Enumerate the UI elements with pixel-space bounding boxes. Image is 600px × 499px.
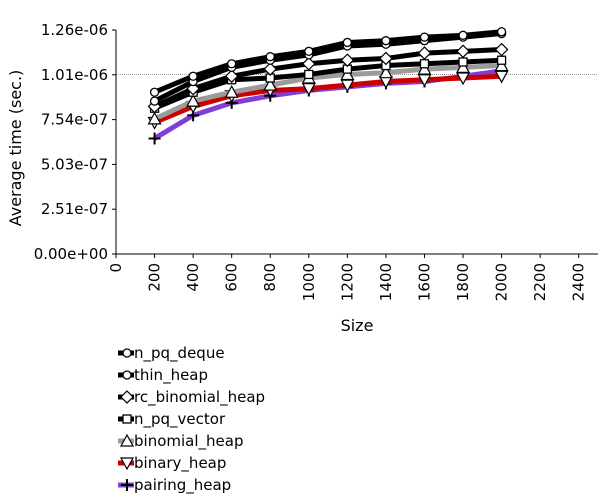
data-point [456, 60, 471, 73]
legend-marker [122, 348, 132, 358]
y-tick-label: 1.01e-06 [41, 66, 108, 84]
x-tick-label: 1400 [377, 263, 395, 301]
data-point [458, 30, 468, 40]
legend-label: pairing_heap [134, 476, 231, 495]
legend-label: thin_heap [134, 366, 208, 385]
series-line [153, 57, 502, 111]
data-point [378, 65, 393, 79]
data-point [304, 69, 314, 80]
data-point [496, 55, 507, 65]
data-point [227, 59, 237, 69]
data-point [301, 83, 316, 96]
y-axis-title: Average time (sec.) [6, 70, 25, 227]
y-axis-ticks: 0.00e+00 2.51e-07 5.03e-07 7.54e-07 1.01e-06… [34, 21, 116, 263]
legend-marker [119, 457, 135, 471]
data-point [263, 62, 278, 76]
series-n-pq-deque [149, 27, 507, 97]
x-tick-label: 1800 [454, 263, 472, 301]
data-point [147, 111, 162, 125]
legend-item: thin_heap [118, 366, 208, 385]
data-point [304, 46, 314, 56]
series-rc-binomial-heap [147, 42, 509, 114]
y-tick-label: 1.26e-06 [41, 21, 108, 39]
data-point [417, 46, 432, 60]
legend-marker [120, 390, 134, 404]
x-tick-label: 400 [184, 263, 202, 292]
data-point [148, 132, 161, 145]
y-tick-label: 7.54e-07 [41, 111, 108, 129]
data-point [419, 32, 430, 42]
legend-label: binary_heap [134, 454, 226, 473]
data-point [494, 58, 509, 72]
x-tick-label: 2200 [531, 263, 549, 301]
series-line [153, 73, 502, 125]
series-line [153, 29, 502, 95]
legend-label: binomial_heap [134, 432, 243, 451]
data-point [149, 87, 160, 97]
data-point [340, 53, 355, 68]
data-point [458, 57, 468, 67]
legend: n_pq_deque thin_heap rc_binomial_heap n_pq_… [118, 344, 265, 495]
data-point [224, 84, 239, 98]
legend-item: binomial_heap [118, 432, 243, 451]
legend-item: binary_heap [118, 454, 226, 473]
plot-frame [116, 30, 600, 254]
data-point [417, 74, 432, 88]
data-point [379, 51, 393, 66]
data-point [188, 71, 198, 81]
legend-label: rc_binomial_heap [134, 388, 265, 407]
data-point [149, 96, 160, 106]
legend-item: pairing_heap [118, 476, 231, 495]
x-tick-label: 1600 [415, 263, 433, 301]
data-point [494, 42, 509, 57]
y-tick-label: 5.03e-07 [41, 155, 108, 173]
data-point [340, 79, 355, 93]
data-point [494, 70, 509, 84]
legend-item: n_pq_vector [118, 410, 226, 429]
series-layer [147, 27, 509, 145]
legend-item: n_pq_deque [118, 344, 225, 363]
legend-label: n_pq_vector [134, 410, 226, 429]
data-point [496, 27, 507, 37]
data-point [342, 37, 353, 48]
legend-marker [122, 414, 132, 424]
x-tick-label: 600 [223, 263, 241, 292]
legend-item: rc_binomial_heap [118, 388, 265, 407]
x-tick-label: 2000 [493, 263, 511, 301]
legend-marker [122, 370, 132, 380]
data-point [417, 61, 432, 75]
x-axis-ticks: 0 200 400 600 800 1000 1200 1400 1600 1800 2000 220… [107, 254, 588, 301]
data-point [301, 56, 316, 71]
series-line [153, 63, 502, 122]
legend-marker [121, 479, 133, 491]
x-axis-title: Size [341, 316, 374, 335]
data-point [340, 67, 355, 81]
y-tick-label: 0.00e+00 [34, 245, 108, 263]
data-point [265, 52, 275, 62]
x-tick-label: 800 [261, 263, 279, 292]
x-tick-label: 200 [146, 263, 164, 292]
data-point [263, 77, 278, 91]
y-tick-label: 2.51e-07 [41, 200, 108, 218]
x-tick-label: 2400 [570, 263, 588, 301]
data-point [456, 44, 470, 59]
legend-label: n_pq_deque [134, 344, 225, 363]
plot-area: 0 200 400 600 800 1000 1200 1400 1600 1800 2000 220… [34, 21, 600, 301]
x-tick-label: 1000 [300, 263, 318, 301]
x-tick-label: 0 [107, 263, 125, 273]
series-line [153, 47, 502, 109]
data-point [381, 36, 391, 46]
data-point [224, 69, 239, 84]
legend-marker [119, 433, 135, 447]
data-point [186, 93, 201, 107]
data-point [419, 59, 430, 69]
x-tick-label: 1200 [338, 263, 356, 301]
series-line [153, 31, 502, 104]
data-point [456, 72, 471, 86]
